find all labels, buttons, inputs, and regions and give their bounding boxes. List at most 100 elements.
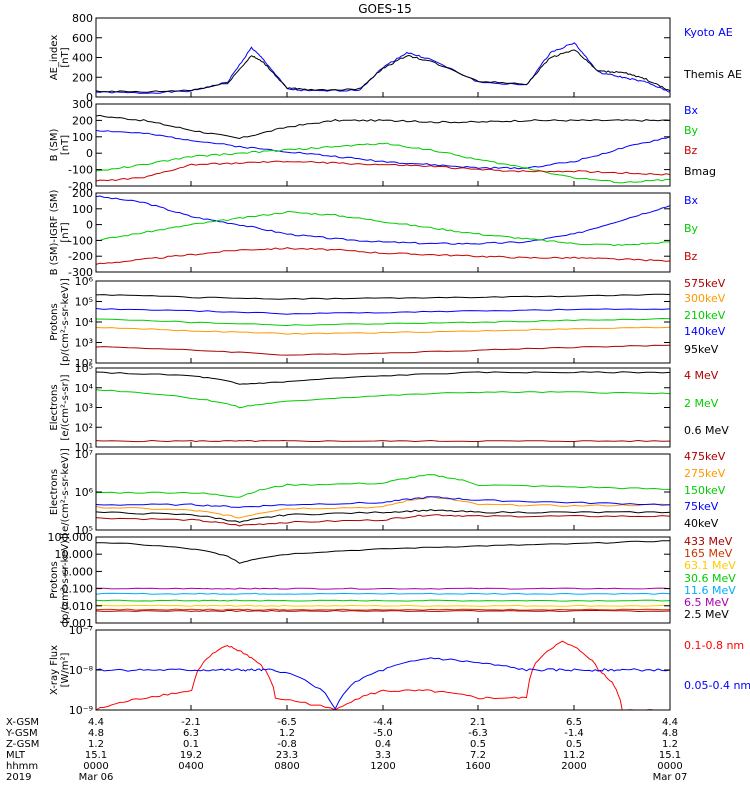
legend-protons_low-2: 210keV — [684, 309, 726, 322]
ylabel-xray-1: [W/m²] — [60, 652, 71, 687]
ytick-label-b_igrf-5: 200 — [72, 187, 93, 200]
ylabel-protons_high-0: Protons — [49, 561, 60, 598]
legend-b_sm-0: Bx — [684, 104, 699, 117]
series-line-protons_low-0 — [96, 345, 670, 355]
legend-protons_low-3: 140keV — [684, 325, 726, 338]
ylabel-protons_high-1: [p/(cm²-s-sr-keV)] — [60, 536, 71, 624]
ytick-label-protons_low-1: 10³ — [75, 337, 93, 350]
legend-electrons_mev-2: 0.6 MeV — [684, 424, 729, 437]
series-line-protons_low-3 — [96, 309, 670, 315]
ytick-label-xray-0: 10⁻⁹ — [69, 704, 93, 717]
ytick-label-ae-2: 400 — [72, 52, 93, 65]
series-line-protons_high-4 — [96, 593, 670, 594]
footer-value-4-1: 0400 — [178, 761, 203, 772]
panel-xray: 10⁻⁹10⁻⁸10⁻⁷X-ray Flux[W/m²]0.1-0.8 nm0.… — [49, 624, 750, 717]
legend-protons_low-0: 575keV — [684, 277, 726, 290]
ytick-label-ae-1: 200 — [72, 71, 93, 84]
legend-protons_low-4: 95keV — [684, 343, 719, 356]
ytick-label-electrons_mev-4: 10⁵ — [75, 362, 93, 375]
footer-value-4-6: 0000 — [657, 761, 682, 772]
ylabel-ae-0: AE_index — [49, 35, 60, 81]
footer-label-0: X-GSM — [6, 717, 39, 728]
series-line-b_igrf-1 — [96, 212, 670, 246]
footer-value-1-2: 1.2 — [279, 728, 295, 739]
ytick-label-b_sm-3: 100 — [72, 131, 93, 144]
footer-value-5-6: Mar 07 — [653, 772, 688, 783]
ylabel-xray-0: X-ray Flux — [49, 645, 60, 695]
ylabel-b_sm-0: B (SM) — [49, 128, 60, 161]
series-line-protons_high-2 — [96, 605, 670, 606]
series-line-protons_high-0 — [96, 611, 670, 612]
legend-b_sm-1: By — [684, 124, 699, 137]
footer-label-3: MLT — [6, 750, 26, 761]
ytick-label-electrons_mev-3: 10⁴ — [75, 382, 94, 395]
footer-value-0-5: 6.5 — [566, 717, 582, 728]
series-line-ae-1 — [96, 50, 670, 92]
ylabel-protons_low-1: [p/(cm²-s-sr-keV)] — [60, 278, 71, 366]
series-line-electrons_kev-0 — [96, 515, 670, 526]
footer-value-1-5: -1.4 — [564, 728, 584, 739]
panel-frame-electrons_mev — [96, 368, 670, 447]
legend-electrons_kev-0: 475keV — [684, 450, 726, 463]
ytick-label-b_sm-1: -100 — [68, 164, 93, 177]
ytick-label-protons_low-4: 10⁶ — [75, 275, 94, 288]
footer-value-4-5: 2000 — [561, 761, 586, 772]
legend-b_sm-2: Bz — [684, 144, 698, 157]
series-line-protons_high-5 — [96, 588, 670, 589]
ytick-label-b_igrf-3: 0 — [86, 219, 93, 232]
footer-value-4-4: 1600 — [465, 761, 490, 772]
panel-electrons_mev: 10¹10²10³10⁴10⁵Electrons[e/(cm²-s-sr)]4 … — [49, 362, 729, 454]
ylabel-ae-1: [nT] — [60, 47, 71, 67]
footer-value-0-0: 4.4 — [88, 717, 104, 728]
ytick-label-b_igrf-4: 100 — [72, 203, 93, 216]
footer-value-0-2: -6.5 — [277, 717, 297, 728]
ylabel-electrons_kev-1: [e/(cm²-s-sr-keV)] — [60, 448, 71, 536]
ylabel-protons_low-0: Protons — [49, 303, 60, 340]
ytick-label-electrons_mev-1: 10² — [75, 421, 93, 434]
ytick-label-b_sm-5: 300 — [72, 98, 93, 111]
footer-value-3-5: 11.2 — [563, 750, 585, 761]
legend-protons_high-6: 2.5 MeV — [684, 608, 729, 621]
series-line-b_sm-3 — [96, 115, 670, 138]
legend-b_igrf-0: Bx — [684, 194, 699, 207]
ylabel-electrons_mev-1: [e/(cm²-s-sr)] — [60, 374, 71, 440]
series-line-b_sm-1 — [96, 143, 670, 183]
ytick-label-b_igrf-2: -100 — [68, 234, 93, 247]
series-line-b_igrf-0 — [96, 196, 670, 244]
ytick-label-b_sm-2: 0 — [86, 147, 93, 160]
ytick-label-xray-1: 10⁻⁸ — [69, 664, 94, 677]
footer-value-0-1: -2.1 — [181, 717, 201, 728]
ylabel-b_sm-1: [nT] — [60, 135, 71, 155]
panel-protons_high: 0.0010.0100.1001.00010.000100.000Protons… — [48, 531, 737, 630]
series-line-protons_high-3 — [96, 600, 670, 601]
series-line-protons_low-2 — [96, 319, 670, 326]
panel-electrons_kev: 10⁵10⁶10⁷Electrons[e/(cm²-s-sr-keV)]475k… — [49, 448, 726, 537]
footer-value-4-3: 1200 — [370, 761, 395, 772]
footer-value-2-5: 0.5 — [566, 739, 582, 750]
series-line-xray-1 — [96, 658, 670, 709]
legend-xray-0: 0.1-0.8 nm — [684, 639, 744, 652]
footer-value-0-6: 4.4 — [662, 717, 678, 728]
footer-label-1: Y-GSM — [5, 728, 38, 739]
legend-b_igrf-1: By — [684, 222, 699, 235]
legend-protons_low-1: 300keV — [684, 292, 726, 305]
legend-electrons_mev-0: 4 MeV — [684, 369, 719, 382]
ytick-label-b_sm-4: 200 — [72, 114, 93, 127]
footer-value-2-3: 0.4 — [375, 739, 391, 750]
series-line-protons_high-1 — [96, 609, 670, 610]
panel-frame-electrons_kev — [96, 454, 670, 530]
footer-value-2-4: 0.5 — [470, 739, 486, 750]
series-line-xray-0 — [96, 641, 670, 710]
footer-value-5-0: Mar 06 — [79, 772, 114, 783]
legend-protons_high-2: 63.1 MeV — [684, 559, 736, 572]
series-line-b_sm-0 — [96, 130, 670, 168]
footer-value-3-4: 7.2 — [470, 750, 486, 761]
ytick-label-protons_low-3: 10⁵ — [75, 296, 93, 309]
footer-value-4-2: 0800 — [274, 761, 299, 772]
footer-value-1-6: 4.8 — [662, 728, 678, 739]
